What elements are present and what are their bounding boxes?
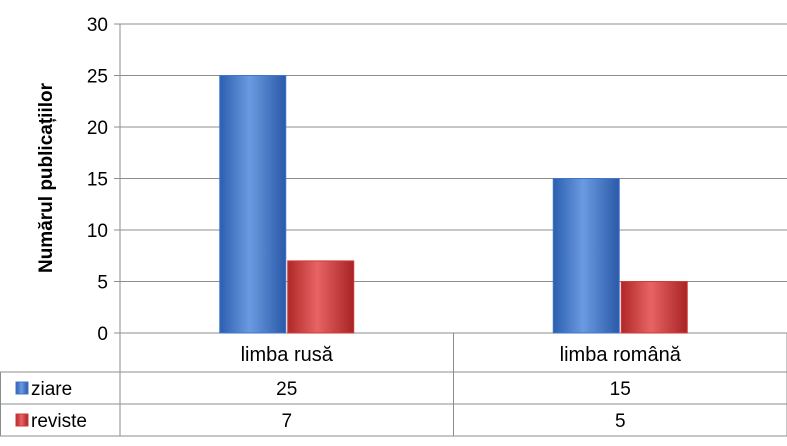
legend-label: reviste (31, 411, 87, 432)
y-tick-label: 10 (87, 221, 108, 242)
data-label: 7 (281, 411, 292, 432)
y-tick-label: 20 (87, 118, 108, 139)
data-label: 5 (615, 411, 626, 432)
legend-swatch-ziare (15, 381, 29, 395)
category-labels: limba rusă limba română (241, 344, 682, 366)
bar-reviste-0 (287, 260, 355, 334)
y-axis-label: Numărul publicațiilor (36, 82, 57, 273)
y-tick-label: 30 (87, 15, 108, 36)
data-label: 15 (610, 379, 631, 400)
legend-label: ziare (31, 379, 72, 400)
bar-reviste-1 (620, 281, 688, 334)
data-label: 25 (276, 379, 297, 400)
bars (219, 75, 688, 334)
y-tick-label: 5 (97, 273, 108, 294)
bar-ziare-0 (219, 75, 287, 334)
y-tick-label: 25 (87, 67, 108, 88)
y-tick-label: 0 (97, 324, 108, 345)
legend-swatch-reviste (15, 413, 29, 427)
y-axis-ticks: 0 5 10 15 20 25 30 (87, 15, 108, 345)
bar-ziare-1 (552, 178, 620, 334)
y-tick-label: 15 (87, 170, 108, 191)
category-label: limba rusă (241, 344, 334, 366)
category-label: limba română (560, 344, 682, 366)
data-table-grid (0, 333, 787, 437)
data-table: ziare 25 15 reviste 7 5 (15, 379, 631, 432)
